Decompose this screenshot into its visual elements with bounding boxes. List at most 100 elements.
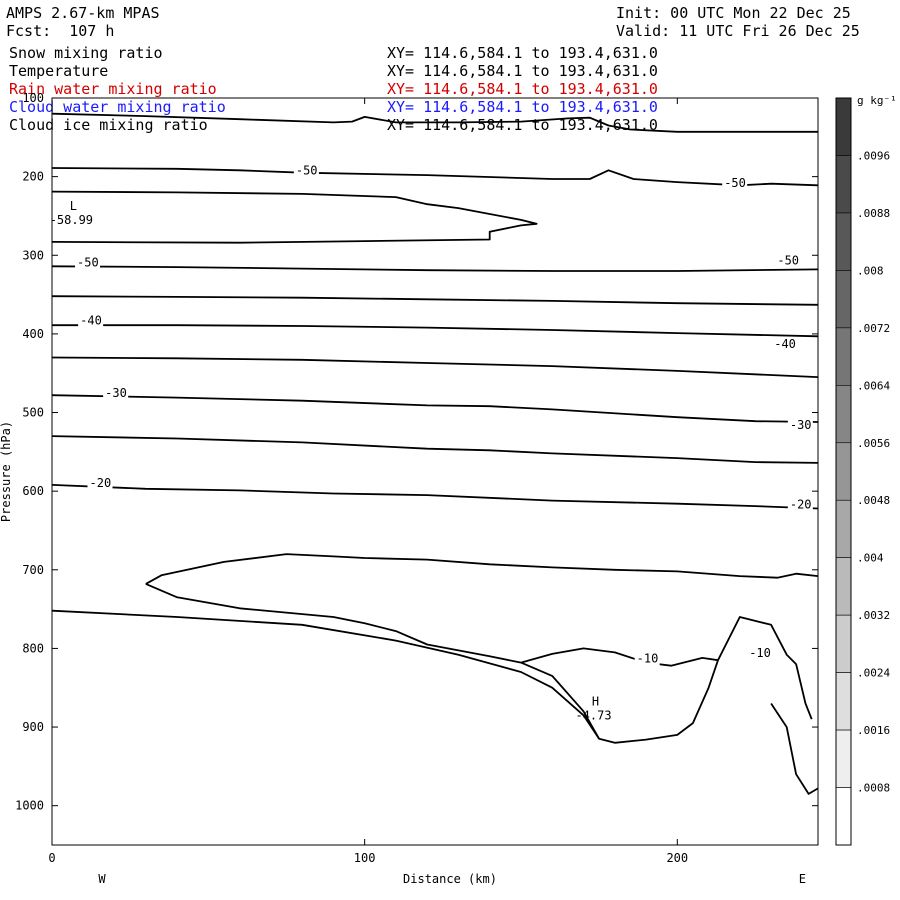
y-tick-label: 700	[22, 563, 44, 577]
west-label: W	[98, 872, 106, 886]
contour-label-bg	[747, 647, 773, 661]
contour-label: -10	[637, 652, 659, 666]
isotherm-surface	[51, 609, 600, 740]
contour-label: -50	[77, 255, 99, 269]
colorbar-swatch	[835, 787, 852, 846]
colorbar-swatch	[835, 442, 852, 501]
colorbar-label: .0008	[857, 782, 890, 795]
contour-label: -20	[90, 476, 112, 490]
isotherm-minus45	[51, 295, 819, 306]
y-tick-label: 900	[22, 720, 44, 734]
colorbar-swatch	[835, 155, 852, 214]
colorbar-label: .0072	[857, 322, 890, 335]
contour-label-bg	[78, 314, 104, 328]
colorbar-label: .0016	[857, 724, 890, 737]
isotherm-minus10	[520, 647, 719, 667]
colorbar-label: .0096	[857, 149, 890, 162]
field-name: Snow mixing ratio	[9, 44, 163, 62]
field-name: Temperature	[9, 62, 109, 80]
isotherm-minus15-base	[145, 583, 813, 744]
y-tick-label: 800	[22, 641, 44, 655]
init-time: Init: 00 UTC Mon 22 Dec 25	[616, 4, 851, 22]
y-axis-label: Pressure (hPa)	[0, 421, 13, 522]
field-xy-range: XY= 114.6,584.1 to 193.4,631.0	[387, 98, 658, 116]
isotherm-east-dip	[770, 703, 819, 795]
colorbar-swatch	[835, 729, 852, 788]
contour-label-bg	[772, 338, 798, 352]
contour-label: -30	[105, 386, 127, 400]
x-tick-label: 100	[354, 851, 376, 865]
contour-label: -40	[80, 313, 102, 327]
colorbar-frame	[835, 97, 852, 846]
model-title: AMPS 2.67-km MPAS	[6, 4, 160, 22]
plot-frame	[51, 97, 819, 846]
y-tick-label: 100	[22, 91, 44, 105]
contour-label-bg	[103, 386, 129, 400]
contour-label-bg	[634, 652, 660, 666]
contour-label-bg	[787, 498, 813, 512]
colorbar-unit: g kg⁻¹	[857, 94, 897, 107]
extremum-type: H	[592, 695, 599, 709]
contour-label-bg	[722, 176, 748, 190]
colorbar-swatch	[835, 212, 852, 271]
contour-label: -20	[790, 497, 812, 511]
contour-label-bg	[775, 254, 801, 268]
isotherm-minus20	[51, 484, 819, 510]
colorbar-label: .008	[857, 264, 884, 277]
colorbar-label: .004	[857, 552, 884, 565]
x-tick-label: 0	[48, 851, 55, 865]
y-tick-label: 500	[22, 406, 44, 420]
isotherm-top	[51, 112, 818, 133]
colorbar-swatch	[835, 270, 852, 329]
extremum-value: -4.73	[575, 709, 611, 723]
forecast-hour: Fcst: 107 h	[6, 22, 115, 40]
contour-label-bg	[293, 164, 319, 178]
isotherm-minus35	[51, 356, 819, 378]
contour-label-bg	[75, 256, 101, 270]
colorbar-swatch	[835, 557, 852, 616]
colorbar-swatch	[835, 672, 852, 731]
isotherm-cold-core	[51, 190, 538, 244]
colorbar-swatch	[835, 385, 852, 444]
east-label: E	[799, 872, 806, 886]
colorbar-swatch	[835, 614, 852, 673]
y-tick-label: 600	[22, 484, 44, 498]
contour-label: -50	[296, 163, 318, 177]
y-tick-label: 200	[22, 170, 44, 184]
colorbar-swatch	[835, 327, 852, 386]
extremum-value: -58.99	[50, 213, 93, 227]
contour-label-bg	[87, 477, 113, 491]
contour-label: -10	[749, 646, 771, 660]
contour-label: -40	[774, 337, 796, 351]
y-tick-label: 400	[22, 327, 44, 341]
colorbar-label: .0048	[857, 494, 890, 507]
y-tick-label: 300	[22, 248, 44, 262]
contour-label: -50	[724, 176, 746, 190]
colorbar-label: .0024	[857, 667, 890, 680]
isotherm-minus50-upper	[51, 167, 819, 187]
x-axis-label: Distance (km)	[403, 872, 497, 886]
colorbar-label: .0056	[857, 437, 890, 450]
isotherm-minus40	[52, 324, 819, 338]
field-xy-range: XY= 114.6,584.1 to 193.4,631.0	[387, 44, 658, 62]
extremum-type: L	[70, 199, 77, 213]
field-name: Cloud water mixing ratio	[9, 98, 226, 116]
colorbar-swatch	[835, 97, 852, 156]
isotherm-minus30	[51, 394, 819, 423]
colorbar-label: .0032	[857, 609, 890, 622]
colorbar-label: .0088	[857, 207, 890, 220]
field-xy-range: XY= 114.6,584.1 to 193.4,631.0	[387, 62, 658, 80]
field-name: Cloud ice mixing ratio	[9, 116, 208, 134]
isotherm-minus15	[145, 553, 819, 585]
contour-label-bg	[787, 419, 813, 433]
colorbar-swatch	[835, 499, 852, 558]
isotherm-minus50-lower	[51, 265, 819, 272]
valid-time: Valid: 11 UTC Fri 26 Dec 25	[616, 22, 860, 40]
y-tick-label: 1000	[15, 799, 44, 813]
field-xy-range: XY= 114.6,584.1 to 193.4,631.0	[387, 80, 658, 98]
x-tick-label: 200	[666, 851, 688, 865]
isotherm-minus25	[51, 435, 819, 464]
contour-label: -30	[790, 418, 812, 432]
colorbar-label: .0064	[857, 379, 890, 392]
